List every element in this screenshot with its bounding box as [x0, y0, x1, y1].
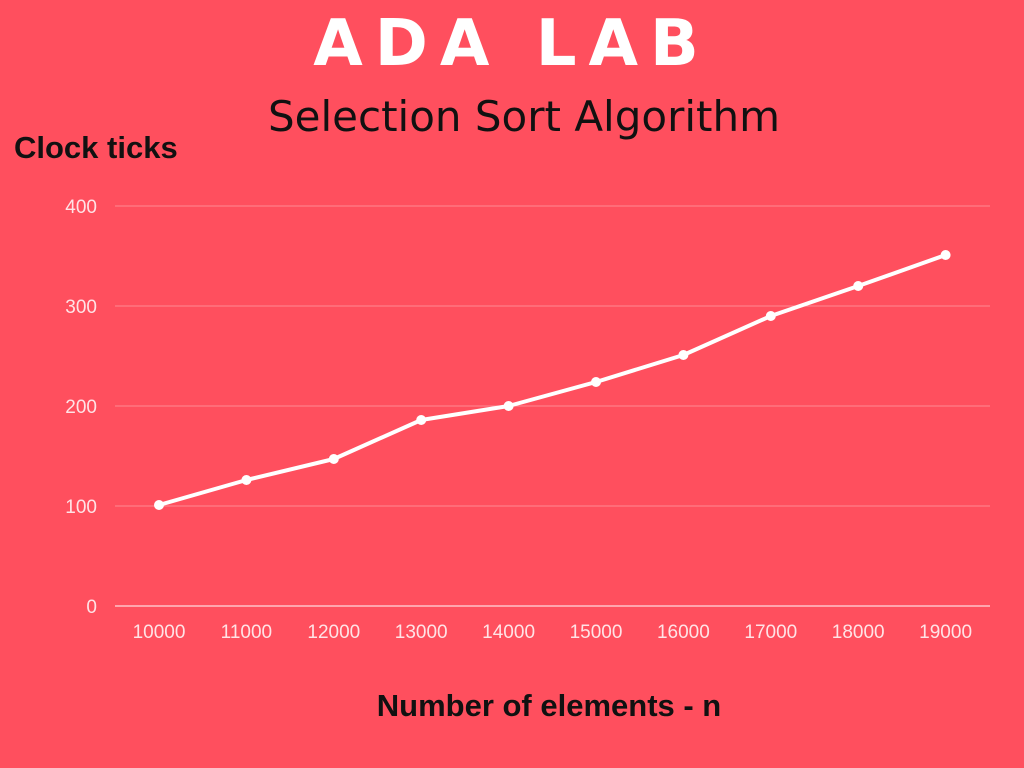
- x-tick-label: 15000: [570, 622, 623, 643]
- series-line: [157, 253, 948, 507]
- y-tick-label: 200: [65, 397, 97, 418]
- data-point: [940, 250, 951, 260]
- data-point: [853, 281, 864, 291]
- data-point: [328, 454, 339, 464]
- x-tick-label: 11000: [221, 622, 272, 643]
- x-axis-label: Number of elements - n: [376, 688, 722, 723]
- data-point: [591, 377, 601, 387]
- data-point: [416, 415, 427, 425]
- chart-subtitle: Selection Sort Algorithm: [267, 92, 781, 141]
- x-tick-label: 19000: [919, 622, 972, 643]
- y-tick-label: 100: [65, 497, 97, 518]
- data-point: [678, 350, 689, 360]
- y-tick-label: 300: [65, 297, 97, 318]
- x-tick-label: 14000: [482, 622, 535, 643]
- data-point: [503, 401, 514, 411]
- y-tick-label: 0: [86, 597, 97, 618]
- data-point: [241, 475, 252, 485]
- x-tick-label: 12000: [307, 622, 360, 643]
- data-point: [154, 500, 164, 510]
- y-tick-label: 400: [65, 197, 97, 218]
- x-tick-label: 18000: [832, 622, 885, 643]
- x-tick-label: 13000: [395, 622, 448, 643]
- data-point: [765, 311, 776, 321]
- x-tick-label: 16000: [657, 622, 710, 643]
- x-tick-label: 17000: [744, 622, 797, 643]
- chart-title: ADA LAB: [313, 7, 711, 81]
- x-tick-label: 10000: [133, 622, 186, 643]
- y-axis-label: Clock ticks: [14, 130, 178, 165]
